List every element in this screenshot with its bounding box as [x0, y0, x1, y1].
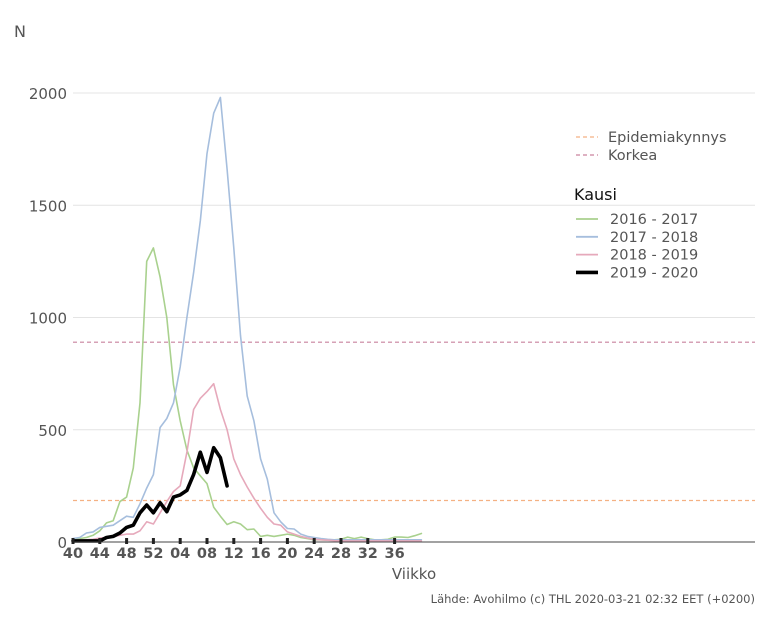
x-tick-label: 08: [197, 546, 217, 562]
legend-threshold-label: Epidemiakynnys: [608, 130, 727, 146]
series-line: [71, 445, 229, 543]
x-tick-label: 52: [143, 546, 163, 562]
x-tick-label: 24: [304, 546, 324, 562]
y-tick-label: 500: [38, 422, 67, 440]
series-line: [72, 382, 423, 542]
x-tick-label: 32: [358, 546, 378, 562]
y-tick-labels: 0 500 1000 1500 2000: [29, 85, 67, 552]
y-tick-label: 1500: [29, 197, 67, 215]
x-tick-label: 16: [251, 546, 271, 562]
series-lines: [71, 96, 423, 543]
x-tick-label: 48: [117, 546, 137, 562]
x-tick-label: 40: [63, 546, 83, 562]
source-note: Lähde: Avohilmo (c) THL 2020-03-21 02:32…: [430, 592, 755, 606]
x-tick-label: 20: [277, 546, 297, 562]
legend-series-label: 2018 - 2019: [610, 248, 698, 264]
y-tick-label: 0: [57, 534, 67, 552]
legend: Epidemiakynnys Korkea Kausi 2016 - 2017 2017…: [574, 130, 727, 281]
x-tick-label: 44: [90, 546, 110, 562]
y-tick-label: 1000: [29, 310, 67, 328]
legend-series-label: 2016 - 2017: [610, 212, 698, 228]
legend-series-label: 2019 - 2020: [610, 265, 698, 281]
legend-series-label: 2017 - 2018: [610, 230, 698, 246]
y-axis-label: N: [14, 22, 26, 41]
x-tick-labels: 40 44 48 52 04 08 12 16 20 24 28 32 36: [63, 538, 405, 562]
series-line: [72, 247, 423, 542]
series-line: [72, 96, 423, 541]
x-tick-label: 36: [385, 546, 405, 562]
x-tick-label: 28: [331, 546, 351, 562]
legend-threshold-label: Korkea: [608, 148, 657, 164]
x-axis-label: Viikko: [392, 565, 436, 583]
x-tick-label: 12: [224, 546, 244, 562]
x-tick-label: 04: [170, 546, 190, 562]
threshold-lines: [73, 341, 755, 502]
legend-title: Kausi: [574, 185, 617, 204]
y-tick-label: 2000: [29, 85, 67, 103]
